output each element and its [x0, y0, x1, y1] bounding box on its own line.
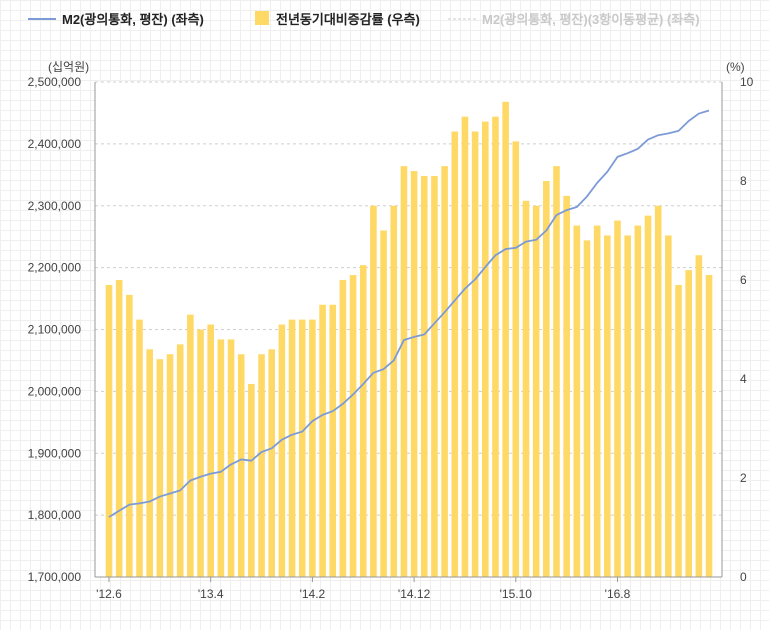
growth-rate-bar: [126, 294, 133, 577]
growth-rate-bar: [309, 319, 316, 577]
growth-rate-bar: [563, 195, 570, 577]
legend-label-m2: M2(광의통화, 평잔) (좌측): [62, 12, 204, 27]
growth-rate-bar: [207, 324, 214, 577]
growth-rate-bar: [105, 284, 113, 577]
m2-series-line: [108, 109, 710, 518]
left-axis-unit: (십억원): [48, 60, 89, 74]
legend-label-growth: 전년동기대비증감률 (우측): [276, 12, 420, 27]
growth-rate-bar: [481, 121, 489, 577]
left-tick-label: 1,700,000: [28, 570, 82, 584]
growth-rate-bar: [166, 354, 174, 577]
growth-rate-bar: [420, 176, 428, 578]
growth-rate-bar: [115, 280, 123, 577]
growth-rate-bar: [512, 141, 520, 577]
growth-rate-bar: [502, 101, 509, 578]
right-tick-label: 2: [740, 471, 747, 485]
x-tick-label: '16.8: [605, 587, 631, 601]
growth-rate-bar: [227, 339, 235, 577]
growth-rate-bar: [675, 284, 682, 577]
growth-rate-bars: [105, 101, 713, 578]
legend-item-m2-moving-avg[interactable]: M2(광의통화, 평잔)(3항이동평균) (좌측): [448, 12, 700, 27]
growth-rate-bar: [634, 225, 642, 578]
right-tick-label: 10: [740, 75, 754, 89]
growth-rate-bar: [624, 235, 631, 577]
growth-rate-bar: [258, 354, 265, 577]
growth-rate-bar: [654, 205, 662, 577]
growth-rate-bar: [156, 359, 164, 577]
growth-rate-bar: [319, 304, 326, 577]
growth-rate-bar: [604, 235, 611, 577]
growth-rate-bar: [370, 205, 377, 577]
left-tick-label: 2,200,000: [28, 261, 82, 275]
growth-rate-bar: [522, 200, 530, 578]
growth-rate-bar: [136, 319, 143, 577]
growth-rate-bar: [288, 319, 296, 577]
growth-rate-bar: [471, 131, 479, 577]
growth-rate-bar: [695, 255, 703, 577]
growth-rate-bar: [644, 215, 652, 577]
left-tick-label: 2,300,000: [28, 199, 82, 213]
x-tick-label: '14.2: [300, 587, 326, 601]
right-tick-label: 8: [740, 174, 747, 188]
growth-rate-bar: [268, 349, 276, 577]
growth-rate-bar: [248, 383, 255, 577]
growth-rate-bar: [543, 181, 550, 577]
growth-rate-bar: [339, 280, 347, 577]
growth-rate-bar: [359, 265, 367, 577]
growth-rate-bar: [532, 205, 540, 577]
growth-rate-bar: [614, 220, 621, 577]
growth-rate-bar: [217, 339, 225, 577]
legend-item-growth[interactable]: 전년동기대비증감률 (우측): [255, 11, 420, 27]
left-tick-label: 1,900,000: [28, 446, 82, 460]
growth-rate-bar: [553, 166, 560, 577]
growth-rate-bar: [461, 116, 469, 578]
growth-rate-bar: [278, 324, 286, 577]
x-tick-label: '15.10: [500, 587, 533, 601]
right-tick-label: 0: [740, 570, 747, 584]
growth-rate-bar: [380, 230, 387, 577]
left-tick-label: 2,000,000: [28, 384, 82, 398]
growth-rate-bar: [237, 354, 245, 577]
growth-rate-bar: [400, 166, 408, 577]
growth-rate-bar: [349, 275, 357, 577]
right-axis-ticks: 0 2 4 6 8 10: [740, 75, 754, 584]
growth-rate-bar: [593, 225, 601, 578]
x-tick-label: '12.6: [96, 587, 122, 601]
growth-rate-bar: [441, 166, 448, 577]
growth-rate-bar: [431, 176, 438, 578]
x-tick-label: '13.4: [198, 587, 224, 601]
growth-rate-bar: [298, 319, 306, 577]
left-tick-label: 2,400,000: [28, 137, 82, 151]
growth-rate-bar: [492, 116, 499, 578]
growth-rate-bar: [665, 235, 672, 577]
growth-rate-bar: [329, 304, 337, 577]
m2-line: [108, 109, 710, 518]
legend-label-m2-moving-avg: M2(광의통화, 평잔)(3항이동평균) (좌측): [482, 12, 700, 27]
growth-rate-bar: [176, 344, 184, 577]
right-axis-unit: (%): [726, 60, 745, 74]
growth-rate-bar: [390, 205, 398, 577]
growth-rate-bar: [146, 349, 153, 577]
left-tick-label: 2,500,000: [28, 75, 82, 89]
growth-rate-bar: [451, 131, 459, 577]
left-tick-label: 2,100,000: [28, 323, 82, 337]
legend: M2(광의통화, 평잔) (좌측) 전년동기대비증감률 (우측) M2(광의통화…: [28, 11, 700, 27]
growth-rate-bar: [705, 275, 713, 577]
growth-rate-bar: [583, 240, 591, 577]
right-tick-label: 6: [740, 273, 747, 287]
growth-rate-bar: [187, 314, 194, 577]
x-tick-label: '14.12: [398, 587, 431, 601]
growth-rate-bar: [410, 171, 418, 577]
legend-swatch-bar: [255, 11, 269, 25]
growth-rate-bar: [685, 270, 692, 577]
right-tick-label: 4: [740, 372, 747, 386]
growth-rate-bar: [197, 329, 204, 577]
x-axis-ticks: '12.6 '13.4 '14.2 '14.12 '15.10 '16.8: [96, 577, 631, 601]
left-axis-ticks: 1,700,000 1,800,000 1,900,000 2,000,000 2,10…: [28, 75, 82, 584]
legend-item-m2[interactable]: M2(광의통화, 평잔) (좌측): [28, 12, 204, 27]
left-tick-label: 1,800,000: [28, 508, 82, 522]
growth-rate-bar: [573, 225, 581, 578]
